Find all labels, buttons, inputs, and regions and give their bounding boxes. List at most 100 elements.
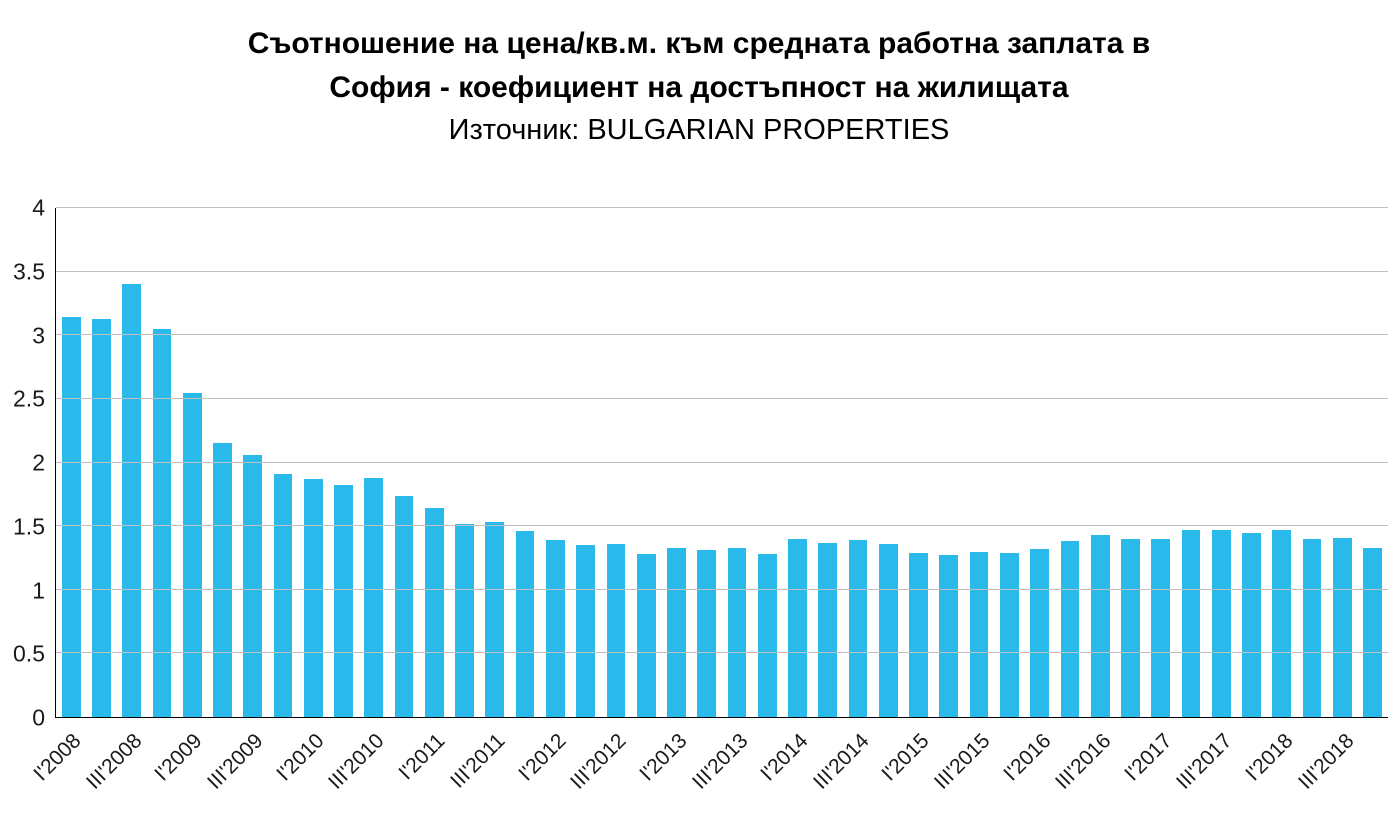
bar-slot: [1146, 208, 1176, 717]
bar-slot: [1176, 208, 1206, 717]
gridline: [56, 334, 1388, 336]
plot-area: [55, 207, 1388, 718]
x-tick-label: III'2016: [1051, 729, 1116, 794]
y-tick-label: 3.5: [13, 258, 45, 285]
bar-slot: [752, 208, 782, 717]
bar-slot: [782, 208, 812, 717]
x-tick-label: I'2008: [29, 729, 86, 786]
bar-slot: [903, 208, 933, 717]
bar: [667, 547, 686, 717]
y-tick-label: 1: [32, 577, 45, 603]
bar-slot: [56, 208, 86, 717]
bar: [515, 531, 535, 717]
chart-source: Източник: BULGARIAN PROPERTIES: [448, 114, 950, 146]
gridline: [56, 270, 1388, 272]
bar-slot: [1267, 208, 1297, 717]
x-tick-label: I'2009: [150, 729, 207, 786]
gridline: [56, 652, 1388, 654]
bar: [1332, 537, 1352, 717]
bar-slot: [813, 208, 843, 717]
bar-slot: [722, 208, 752, 717]
bar: [394, 495, 414, 717]
bar: [1302, 538, 1322, 717]
bar-slot: [268, 208, 298, 717]
bar: [757, 554, 777, 717]
bar: [878, 543, 898, 717]
bar-slot: [1236, 208, 1266, 717]
bar: [939, 555, 959, 717]
bar-slot: [1206, 208, 1236, 717]
bar: [1121, 538, 1140, 717]
bar: [122, 284, 142, 717]
x-tick-label: I'2014: [756, 729, 813, 786]
bar-slot: [449, 208, 479, 717]
bar: [182, 392, 202, 717]
x-tick-label: III'2011: [446, 729, 510, 793]
x-tick-label: I'2011: [394, 729, 450, 785]
y-tick-label: 3: [32, 322, 45, 348]
bar-slot: [298, 208, 328, 717]
gridline: [56, 397, 1388, 399]
bar-slot: [480, 208, 510, 717]
bar: [243, 454, 263, 717]
x-tick-label: III'2009: [202, 729, 268, 794]
y-tick-label: 0: [32, 704, 45, 731]
bar: [1181, 529, 1201, 717]
bar-slot: [419, 208, 449, 717]
bar: [999, 552, 1019, 717]
bar-slot: [1357, 208, 1387, 717]
x-axis-labels: I'2008 III'2008 I'2009 III'2009 I'2010 III'20…: [29, 722, 1388, 832]
bar: [697, 550, 717, 717]
bar: [1060, 541, 1080, 717]
bar-slot: [934, 208, 964, 717]
bar-slot: [1327, 208, 1357, 717]
y-tick-label: 2.5: [13, 385, 45, 412]
bar-slot: [1297, 208, 1327, 717]
bar-slot: [117, 208, 147, 717]
x-tick-label: I'2012: [514, 729, 571, 786]
bar: [1030, 549, 1049, 717]
bar: [1211, 529, 1231, 717]
bar-slot: [359, 208, 389, 717]
gridline: [56, 461, 1388, 463]
bar: [818, 542, 838, 717]
y-tick-label: 1.5: [13, 513, 45, 540]
bar: [727, 547, 747, 717]
bar: [303, 479, 323, 717]
bar: [848, 540, 868, 717]
bar: [969, 551, 989, 717]
bar: [1151, 538, 1171, 717]
x-tick-label: III'2015: [930, 729, 995, 794]
gridline: [56, 207, 1388, 208]
bar: [909, 552, 928, 717]
bar-slot: [631, 208, 661, 717]
bar-slot: [661, 208, 691, 717]
bar: [576, 545, 596, 717]
bar-slot: [1055, 208, 1085, 717]
bar-slot: [510, 208, 540, 717]
bar-slot: [328, 208, 358, 717]
bar: [152, 328, 172, 717]
bar-slot: [964, 208, 994, 717]
bar: [1272, 529, 1292, 717]
chart-title-line2: София - коефициент на достъпност на жили…: [329, 70, 1069, 104]
x-tick-label: III'2013: [687, 729, 753, 794]
bar-slot: [540, 208, 570, 717]
gridline: [56, 525, 1388, 527]
bar-slot: [1025, 208, 1055, 717]
bar-slot: [207, 208, 237, 717]
x-tick-label: I'2015: [877, 729, 934, 786]
x-tick-label: I'2010: [271, 729, 329, 786]
x-tick-label: III'2018: [1293, 729, 1359, 794]
y-tick-label: 4: [32, 194, 45, 221]
bar: [1363, 547, 1382, 717]
bar: [485, 522, 505, 717]
bar-slot: [1115, 208, 1145, 717]
bar: [606, 543, 626, 717]
bar-slot: [601, 208, 631, 717]
x-tick-label: III'2014: [808, 729, 874, 794]
y-tick-label: 0.5: [13, 640, 45, 667]
bar-slot: [147, 208, 177, 717]
bar-slot: [571, 208, 601, 717]
bar-slot: [873, 208, 903, 717]
